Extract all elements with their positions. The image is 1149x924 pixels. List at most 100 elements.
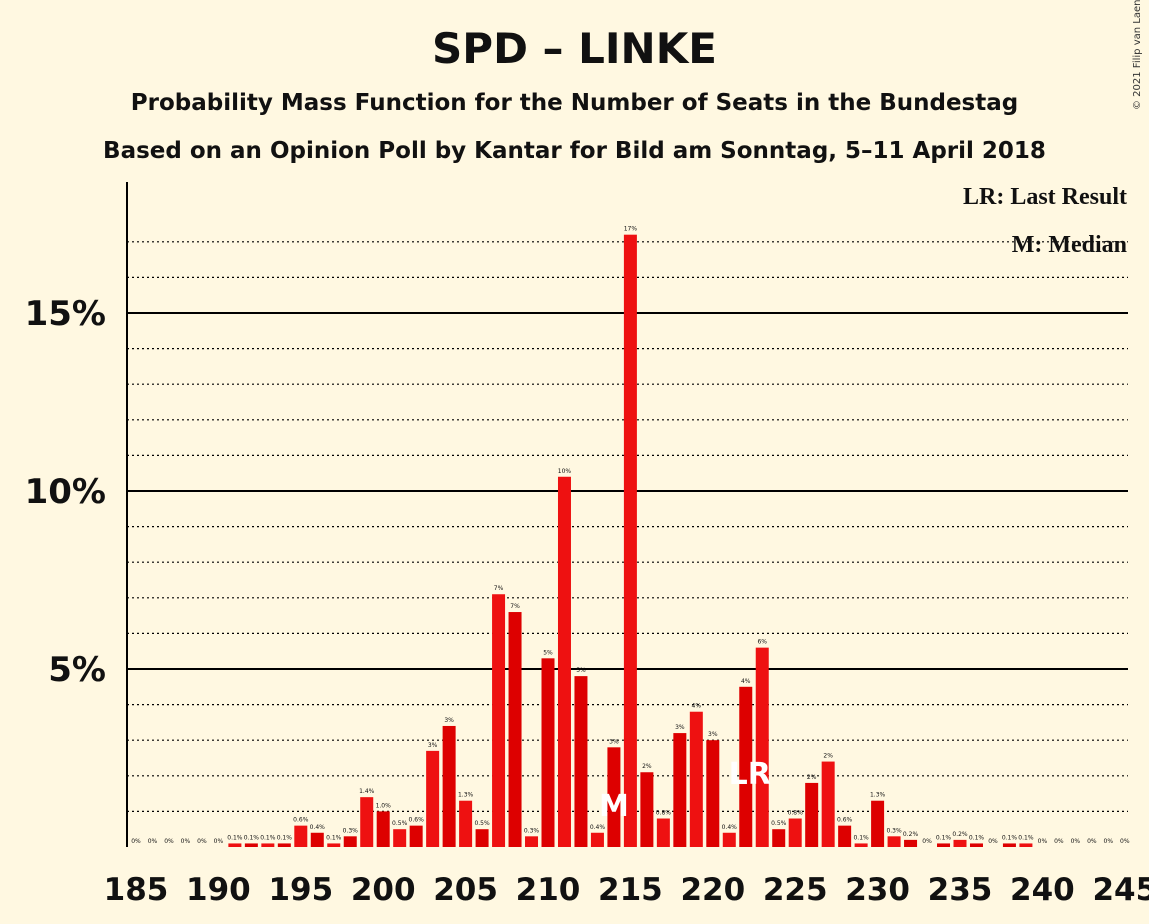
seat-bar (953, 839, 967, 847)
bar-value-label: 17% (624, 226, 638, 233)
seat-bar (244, 843, 258, 847)
bar-value-label: 0% (1038, 838, 1048, 845)
bar-value-label: 4% (692, 703, 702, 710)
bar-value-label: 0% (131, 838, 141, 845)
legend-median: M: Median (1011, 232, 1127, 258)
bar-value-label: 0.3% (886, 827, 902, 834)
seat-bar (310, 832, 324, 847)
seat-bar (871, 800, 885, 847)
bar-value-label: 1.4% (359, 788, 375, 795)
bar-value-label: 4% (741, 678, 751, 685)
bar-value-label: 0.6% (409, 817, 425, 824)
bar-value-label: 3% (708, 731, 718, 738)
seat-bar (574, 676, 588, 847)
seat-bar (937, 843, 951, 847)
bar-value-label: 3% (609, 738, 619, 745)
bar-value-label: 2% (823, 753, 833, 760)
seat-bar (904, 839, 918, 847)
bar-value-label: 0% (181, 838, 191, 845)
seat-bar (393, 829, 407, 847)
seat-bar (409, 825, 423, 847)
bar-value-label: 0.5% (392, 820, 408, 827)
bar-value-label: 0.1% (1002, 834, 1018, 841)
seat-bar (508, 612, 522, 847)
seat-bar (1019, 843, 1033, 847)
x-tick-label: 195 (268, 872, 333, 908)
seat-bar (277, 843, 291, 847)
bar-value-label: 3% (428, 742, 438, 749)
seat-bar (442, 725, 456, 847)
seat-bar (640, 772, 654, 847)
x-tick-label: 230 (845, 872, 910, 908)
bar-value-label: 0% (1071, 838, 1081, 845)
chart-subtitle-source: Based on an Opinion Poll by Kantar for B… (103, 138, 1046, 164)
seat-bar (788, 818, 802, 847)
chart-title: SPD – LINKE (432, 24, 717, 73)
bar-value-label: 0% (922, 838, 932, 845)
x-tick-label: 235 (928, 872, 993, 908)
seat-bar (525, 836, 539, 847)
seat-bar (854, 843, 868, 847)
bar-value-label: 1.3% (870, 792, 886, 799)
bar-value-label: 0% (197, 838, 207, 845)
bar-value-label: 3% (675, 724, 685, 731)
seat-bar (426, 750, 440, 847)
bar-value-label: 0% (148, 838, 158, 845)
seat-bar (887, 836, 901, 847)
seat-bar (459, 800, 473, 847)
median-marker: M (599, 789, 629, 824)
bar-value-label: 1.3% (458, 792, 474, 799)
y-tick-label: 15% (25, 294, 106, 334)
bar-value-label: 0.1% (260, 834, 276, 841)
bar-value-label: 0% (988, 838, 998, 845)
seat-bar (673, 733, 687, 847)
x-tick-label: 245 (1092, 872, 1149, 908)
seat-bar (557, 476, 571, 847)
bar-value-label: 0.2% (952, 831, 968, 838)
bar-value-label: 6% (757, 639, 767, 646)
x-tick-label: 220 (680, 872, 745, 908)
bar-value-label: 0.4% (722, 824, 738, 831)
bar-value-label: 0% (1087, 838, 1097, 845)
seat-bar (1002, 843, 1016, 847)
x-tick-label: 215 (598, 872, 663, 908)
bar-value-label: 5% (576, 667, 586, 674)
chart-subtitle: Probability Mass Function for the Number… (130, 90, 1019, 116)
x-tick-label: 240 (1010, 872, 1075, 908)
bar-value-label: 3% (444, 717, 454, 724)
x-tick-label: 205 (433, 872, 498, 908)
x-tick-label: 210 (516, 872, 581, 908)
bar-value-label: 0.1% (326, 834, 342, 841)
bar-value-label: 2% (642, 763, 652, 770)
y-tick-label: 5% (48, 650, 106, 690)
seat-bar (722, 832, 736, 847)
seat-bar (607, 747, 621, 847)
seat-bar (755, 647, 769, 847)
bar-value-label: 7% (510, 603, 520, 610)
seat-bar (689, 711, 703, 847)
bar-value-label: 0.1% (277, 834, 293, 841)
bar-value-label: 0% (164, 838, 174, 845)
bar-value-label: 0.6% (837, 817, 853, 824)
seat-bar (541, 658, 555, 847)
bar-value-label: 0.6% (293, 817, 309, 824)
bar-value-label: 0.4% (590, 824, 606, 831)
bar-value-label: 0% (214, 838, 224, 845)
bar-value-label: 0.1% (853, 834, 869, 841)
seat-bar (706, 740, 720, 847)
seat-bar (343, 836, 357, 847)
bar-value-label: 0.1% (969, 834, 985, 841)
seat-bar (360, 797, 374, 847)
bar-value-label: 0.4% (310, 824, 326, 831)
seat-bar (969, 843, 983, 847)
seat-bar (805, 782, 819, 847)
bar-value-label: 0.1% (244, 834, 260, 841)
seat-bar (376, 811, 390, 847)
seat-bar (327, 843, 341, 847)
bar-value-label: 0.3% (524, 827, 540, 834)
bar-value-label: 0% (1054, 838, 1064, 845)
seat-bar (294, 825, 308, 847)
bar-value-label: 0.2% (903, 831, 919, 838)
seat-bar (228, 843, 242, 847)
